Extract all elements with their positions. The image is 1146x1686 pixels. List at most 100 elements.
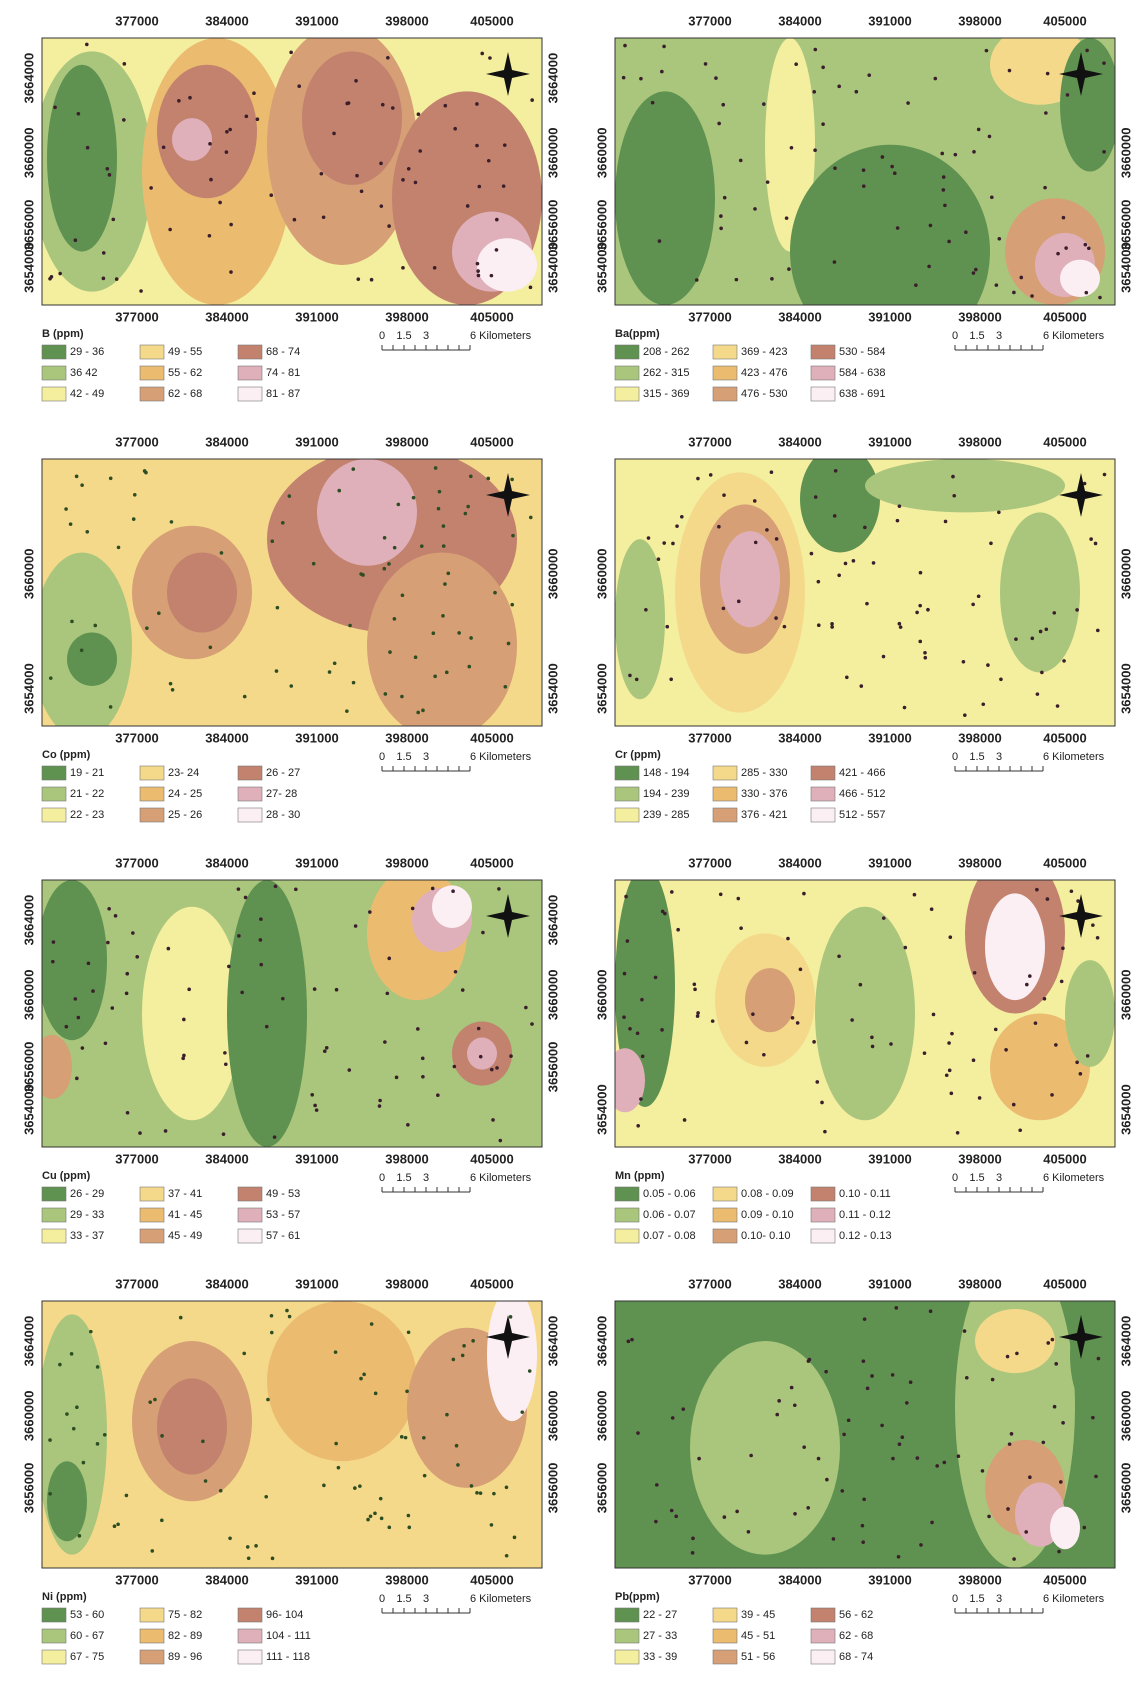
sample-point	[378, 1098, 382, 1103]
legend-swatch	[237, 765, 263, 781]
sample-point	[680, 514, 684, 519]
legend-swatch	[41, 365, 67, 381]
sample-point	[1082, 1525, 1087, 1530]
legend-label: 315 - 369	[643, 388, 689, 400]
sample-point	[65, 1412, 69, 1416]
sample-point	[1096, 628, 1100, 633]
sample-point	[890, 164, 894, 169]
x-tick-label: 405000	[470, 309, 513, 324]
sample-point	[68, 522, 73, 526]
sample-point	[896, 1555, 901, 1559]
sample-point	[675, 524, 679, 528]
sample-point	[392, 617, 397, 621]
sample-point	[1061, 1421, 1065, 1425]
legend-swatch	[237, 386, 263, 402]
legend-swatch	[712, 1228, 738, 1244]
sample-point	[264, 1024, 269, 1029]
sample-point	[1059, 979, 1064, 984]
sample-point	[717, 524, 721, 529]
legend-label: 466 - 512	[839, 788, 885, 800]
x-tick-label: 405000	[470, 730, 513, 745]
legend-swatch	[810, 1186, 836, 1202]
sample-point	[653, 975, 658, 980]
scale-label: 0	[952, 330, 958, 342]
sample-point	[407, 1525, 412, 1530]
sample-point	[390, 106, 395, 110]
sample-point	[131, 931, 135, 935]
zone	[1070, 1301, 1110, 1408]
sample-point	[107, 173, 112, 177]
sample-point	[463, 511, 468, 516]
x-tick-label: 377000	[115, 13, 158, 28]
sample-point	[1064, 246, 1068, 250]
sample-point	[169, 520, 174, 524]
sample-point	[401, 266, 405, 270]
legend-label: 82 - 89	[168, 1630, 202, 1642]
legend-swatch	[41, 1228, 67, 1244]
north-arrow	[486, 52, 530, 96]
legend-label: 45 - 51	[741, 1630, 775, 1642]
x-tick-label: 377000	[115, 855, 158, 870]
legend-swatch	[41, 1207, 67, 1223]
sample-point	[928, 1309, 933, 1314]
zone	[615, 539, 665, 700]
legend-label: 0.11 - 0.12	[839, 1209, 891, 1221]
sample-point	[163, 1129, 168, 1133]
sample-point	[1033, 1021, 1038, 1025]
sample-point	[273, 884, 278, 889]
y-tick-label: 3660000	[1118, 969, 1133, 1020]
sample-point	[368, 1514, 373, 1519]
y-tick-label: 3660000	[1118, 127, 1133, 178]
legend-label: 23- 24	[168, 767, 199, 779]
sample-point	[443, 103, 448, 108]
sample-point	[73, 238, 78, 243]
sample-point	[972, 150, 976, 154]
sample-point	[914, 283, 918, 287]
sample-point	[794, 62, 798, 66]
sample-point	[1054, 1043, 1058, 1047]
north-arrow	[486, 473, 530, 517]
map-surface	[42, 880, 542, 1147]
sample-point	[353, 1486, 357, 1490]
x-tick-label: 377000	[115, 434, 158, 449]
sample-point	[722, 1515, 727, 1519]
legend-label: 476 - 530	[741, 388, 787, 400]
sample-point	[313, 1103, 317, 1108]
legend-swatch	[614, 1228, 640, 1244]
sample-point	[762, 1052, 766, 1057]
legend-label: 51 - 56	[741, 1651, 775, 1663]
sample-point	[48, 1491, 52, 1496]
legend-swatch	[237, 344, 263, 360]
legend-label: 330 - 376	[741, 788, 787, 800]
sample-point	[1028, 974, 1032, 978]
sample-point	[495, 1066, 499, 1070]
map-surface	[42, 38, 542, 305]
legend-swatch	[712, 807, 738, 823]
sample-point	[223, 1051, 227, 1055]
sample-point	[626, 1339, 631, 1344]
legend-label: 0.07 - 0.08	[643, 1230, 696, 1242]
legend-swatch	[41, 786, 67, 802]
x-tick-label: 391000	[295, 730, 338, 745]
legend-label: 96- 104	[266, 1609, 303, 1621]
sample-point	[775, 1412, 780, 1417]
legend-swatch	[41, 765, 67, 781]
zone	[42, 880, 107, 1041]
sample-point	[782, 624, 787, 629]
y-tick-label: 3656000	[1118, 200, 1133, 251]
sample-point	[478, 1054, 483, 1059]
sample-point	[639, 1097, 643, 1101]
legend-label: 0.08 - 0.09	[741, 1188, 794, 1200]
sample-point	[621, 75, 626, 80]
sample-point	[400, 593, 405, 598]
sample-point	[789, 1385, 794, 1390]
sample-point	[177, 99, 181, 103]
scale-label: 6 Kilometers	[470, 751, 532, 763]
sample-point	[971, 602, 975, 607]
sample-point	[1093, 541, 1098, 546]
sample-point	[157, 611, 161, 615]
legend-label: 37 - 41	[168, 1188, 202, 1200]
sample-point	[1094, 1474, 1098, 1479]
sample-point	[441, 544, 446, 548]
sample-point	[530, 1022, 534, 1026]
